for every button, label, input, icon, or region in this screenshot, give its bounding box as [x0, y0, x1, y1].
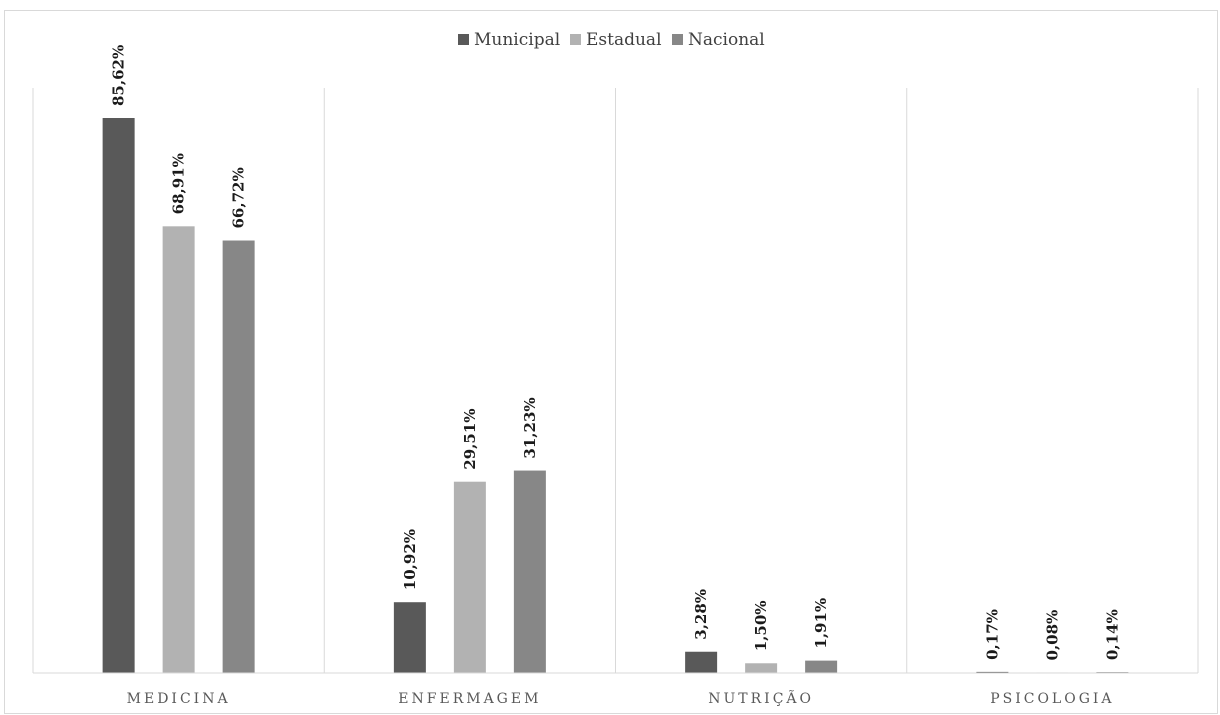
chart-frame [4, 10, 1218, 714]
data-label: 10,92% [401, 529, 419, 590]
legend-swatch-estadual [570, 34, 581, 45]
data-label: 0,14% [1103, 609, 1121, 660]
data-label: 68,91% [170, 153, 188, 214]
data-label: 85,62% [110, 45, 128, 106]
category-label: NUTRIÇÃO [708, 689, 814, 707]
data-label: 31,23% [521, 397, 539, 458]
data-label: 0,17% [983, 609, 1001, 660]
bar-nacional-medicina [222, 240, 255, 673]
bar-municipal-enfermagem [393, 602, 426, 673]
data-labels: 85,62% 68,91% 66,72% 10,92% 29,51% 31,23% 3,28… [110, 45, 1122, 661]
legend-swatch-nacional [672, 34, 683, 45]
legend-swatch-municipal [458, 34, 469, 45]
data-label: 3,28% [692, 589, 710, 640]
legend-label-municipal: Municipal [474, 30, 560, 50]
legend: Municipal Estadual Nacional [458, 30, 765, 50]
bar-nacional-enfermagem [513, 470, 546, 673]
bar-nacional-nutrição [805, 660, 838, 673]
bar-estadual-nutrição [745, 663, 778, 673]
category-label: ENFERMAGEM [398, 691, 541, 707]
category-label: MEDICINA [127, 691, 231, 707]
bar-municipal-psicologia [976, 671, 1009, 673]
data-label: 66,72% [230, 167, 248, 228]
legend-label-estadual: Estadual [586, 30, 662, 50]
bar-estadual-enfermagem [453, 481, 486, 673]
category-separators [32, 88, 1199, 673]
bar-estadual-medicina [162, 226, 195, 673]
bar-municipal-medicina [102, 118, 135, 673]
data-label: 1,91% [812, 598, 830, 649]
data-label: 0,08% [1043, 610, 1061, 661]
category-label: PSICOLOGIA [990, 691, 1114, 707]
data-label: 1,50% [752, 600, 770, 651]
category-labels: MEDICINA ENFERMAGEM NUTRIÇÃO PSICOLOGIA [127, 689, 1114, 707]
bars [102, 118, 1129, 674]
legend-label-nacional: Nacional [688, 30, 765, 50]
data-label: 29,51% [461, 408, 479, 469]
bar-municipal-nutrição [685, 651, 718, 673]
